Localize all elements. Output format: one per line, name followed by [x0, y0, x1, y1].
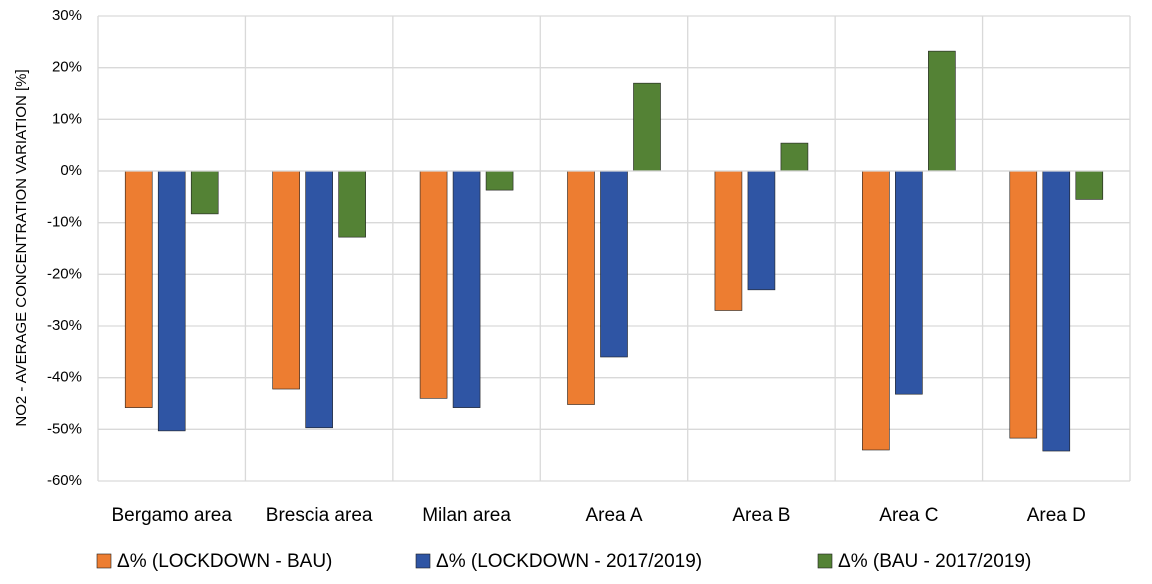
y-tick-label: 0% [60, 162, 82, 179]
bar [157, 170, 186, 432]
bar [190, 170, 219, 215]
legend-label: Δ% (LOCKDOWN - BAU) [117, 551, 332, 572]
y-tick-label: 20% [52, 59, 82, 76]
y-tick-label: -30% [47, 317, 82, 334]
bar [338, 170, 366, 238]
bar [124, 170, 153, 408]
legend-swatch [96, 553, 112, 569]
bar [928, 50, 956, 172]
bar [747, 170, 776, 291]
x-tick-label: Area B [732, 505, 790, 526]
x-tick-label: Area A [585, 505, 642, 526]
x-tick-label: Brescia area [266, 505, 373, 526]
bar [452, 170, 481, 408]
x-tick-label: Area D [1027, 505, 1086, 526]
y-tick-label: 30% [52, 7, 82, 24]
y-tick-label: -40% [47, 369, 82, 386]
bar [419, 170, 448, 399]
bar [485, 170, 514, 191]
bar [780, 142, 809, 172]
y-tick-label: -10% [47, 214, 82, 231]
legend-swatch [817, 553, 833, 569]
legend-label: Δ% (BAU - 2017/2019) [838, 551, 1031, 572]
x-tick-label: Bergamo area [112, 505, 233, 526]
bar [633, 82, 661, 172]
y-tick-label: -60% [47, 472, 82, 489]
bar [714, 170, 743, 311]
legend-swatch [415, 553, 431, 569]
bar [862, 170, 890, 451]
bar [600, 170, 628, 358]
y-tick-label: -20% [47, 265, 82, 282]
bar [1042, 170, 1071, 452]
legend-label: Δ% (LOCKDOWN - 2017/2019) [436, 551, 702, 572]
x-tick-label: Area C [879, 505, 938, 526]
bar [895, 170, 923, 395]
bar [1009, 170, 1038, 439]
y-tick-label: -50% [47, 420, 82, 437]
bar [272, 170, 300, 390]
bar [567, 170, 595, 405]
x-tick-label: Milan area [422, 505, 511, 526]
y-tick-label: 10% [52, 110, 82, 127]
bar [305, 170, 333, 429]
bar [1075, 170, 1104, 200]
y-axis-label: NO2 - AVERAGE CONCENTRATION VARIATION [%… [13, 69, 30, 426]
